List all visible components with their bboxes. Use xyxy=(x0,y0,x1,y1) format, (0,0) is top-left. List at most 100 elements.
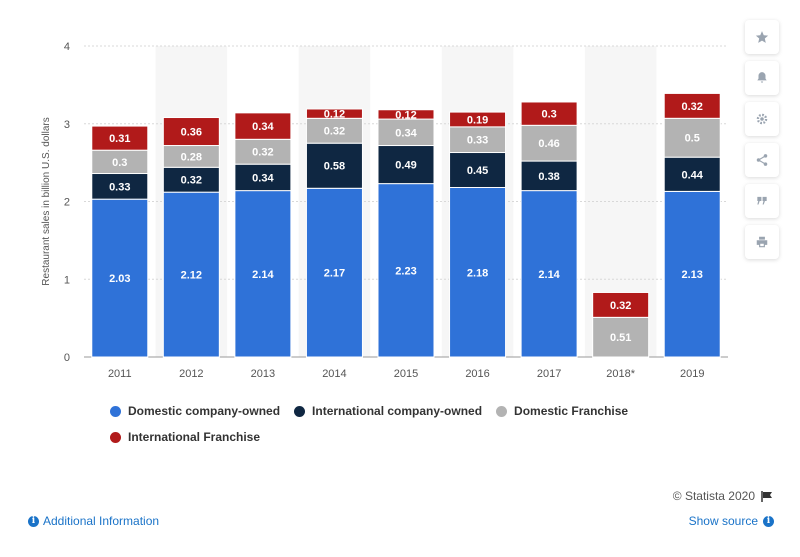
legend-marker xyxy=(294,405,306,417)
data-label: 0.3 xyxy=(541,109,556,121)
data-label: 0.36 xyxy=(181,127,202,139)
legend-label: Domestic Franchise xyxy=(514,404,629,418)
legend-label: International Franchise xyxy=(128,430,261,444)
flag-icon xyxy=(761,490,772,502)
quote-icon xyxy=(757,196,767,205)
bar-segment xyxy=(449,187,507,358)
legend-marker xyxy=(110,405,121,417)
data-label: 2.18 xyxy=(467,267,488,279)
data-label: 0.45 xyxy=(467,165,488,177)
data-label: 2.23 xyxy=(395,265,416,277)
bar-segment xyxy=(449,126,507,154)
bar-segment xyxy=(305,142,363,189)
bar-segment xyxy=(162,166,220,193)
print-icon xyxy=(756,236,768,248)
info-icon: i xyxy=(28,515,39,527)
additional-information-link[interactable]: i Additional Information xyxy=(28,514,159,528)
data-label: 2.03 xyxy=(109,273,130,285)
y-tick-label: 0 xyxy=(64,352,70,364)
notification-button[interactable] xyxy=(745,61,779,95)
bar-segment xyxy=(305,108,363,119)
data-label: 0.33 xyxy=(109,181,130,193)
legend-label: International company-owned xyxy=(312,404,483,418)
bar-segment xyxy=(520,101,578,126)
bar-segment xyxy=(520,160,578,192)
info-icon: i xyxy=(763,515,774,527)
data-label: 0.12 xyxy=(324,109,345,121)
bar-segment xyxy=(305,117,363,144)
data-label: 2.14 xyxy=(538,269,560,281)
bar-segment xyxy=(520,190,578,358)
x-tick-label: 2014 xyxy=(322,368,346,380)
show-source-link[interactable]: Show source i xyxy=(689,514,774,528)
legend-item-international-franchise[interactable]: International Franchise xyxy=(110,430,260,444)
bar-segment xyxy=(234,112,292,140)
data-label: 0.32 xyxy=(610,300,631,312)
data-label: 0.12 xyxy=(395,109,416,121)
data-label: 2.14 xyxy=(252,269,274,281)
data-label: 0.46 xyxy=(538,138,559,150)
share-icon xyxy=(756,154,768,166)
data-label: 0.32 xyxy=(324,126,345,138)
data-label: 0.28 xyxy=(181,151,202,163)
data-label: 0.44 xyxy=(682,169,704,181)
print-button[interactable] xyxy=(745,225,779,259)
bell-icon xyxy=(757,72,767,83)
data-label: 0.32 xyxy=(181,175,202,187)
bar-segment xyxy=(234,190,292,358)
bar-segment xyxy=(377,109,435,120)
legend-item-domestic-franchise[interactable]: Domestic Franchise xyxy=(496,404,628,418)
chart: 0 1 2 3 4 Restaurant sales in billion U.S. do… xyxy=(41,41,728,380)
chart-toolbar xyxy=(745,20,781,266)
y-axis-title: Restaurant sales in billion U.S. dollars xyxy=(41,117,52,285)
copyright-text: © Statista 2020 xyxy=(672,489,755,503)
data-label: 0.32 xyxy=(682,101,703,113)
data-label: 0.34 xyxy=(252,172,274,184)
settings-button[interactable] xyxy=(745,102,779,136)
legend-item-domestic-company-owned[interactable]: Domestic company-owned xyxy=(110,404,280,418)
x-tick-label: 2016 xyxy=(465,368,489,380)
x-tick-label: 2019 xyxy=(680,368,704,380)
y-tick-label: 1 xyxy=(64,274,70,286)
bar-segment xyxy=(449,111,507,128)
data-label: 0.31 xyxy=(109,133,130,145)
copyright[interactable]: © Statista 2020 xyxy=(673,489,773,503)
legend-label: Domestic company-owned xyxy=(128,404,281,418)
x-tick-label: 2013 xyxy=(251,368,275,380)
data-label: 0.33 xyxy=(467,135,488,147)
data-label: 0.5 xyxy=(685,133,700,145)
y-tick-label: 2 xyxy=(64,197,70,209)
data-label: 2.13 xyxy=(682,269,703,281)
bar-segment xyxy=(520,124,578,162)
y-tick-label: 3 xyxy=(64,119,70,131)
bar-segment xyxy=(91,198,149,358)
share-button[interactable] xyxy=(745,143,779,177)
bar-segment xyxy=(663,156,721,192)
data-label: 0.19 xyxy=(467,114,488,126)
bar-segment xyxy=(234,163,292,192)
favorite-button[interactable] xyxy=(745,20,779,54)
cite-button[interactable] xyxy=(745,184,779,218)
bar-segment xyxy=(592,291,650,318)
bar-segment xyxy=(663,92,721,119)
x-tick-label: 2017 xyxy=(537,368,561,380)
data-label: 0.49 xyxy=(395,160,416,172)
bar-segment xyxy=(449,152,507,189)
additional-information-label: Additional Information xyxy=(43,514,160,528)
bar-segment xyxy=(377,145,435,185)
legend-item-international-company-owned[interactable]: International company-owned xyxy=(294,404,482,418)
data-label: 0.38 xyxy=(538,171,559,183)
legend-marker xyxy=(110,431,121,443)
data-label: 0.34 xyxy=(252,121,274,133)
y-tick-label: 4 xyxy=(64,41,70,53)
data-label: 0.51 xyxy=(610,332,631,344)
show-source-label: Show source xyxy=(688,514,758,528)
bar-segment xyxy=(162,191,220,358)
legend: Domestic company-owned International com… xyxy=(110,404,710,444)
bar-segment xyxy=(91,125,149,151)
x-tick-label: 2012 xyxy=(179,368,203,380)
data-label: 0.32 xyxy=(252,147,273,159)
bar-segment xyxy=(162,117,220,147)
bar-segment xyxy=(663,117,721,158)
gear-icon xyxy=(756,113,768,125)
